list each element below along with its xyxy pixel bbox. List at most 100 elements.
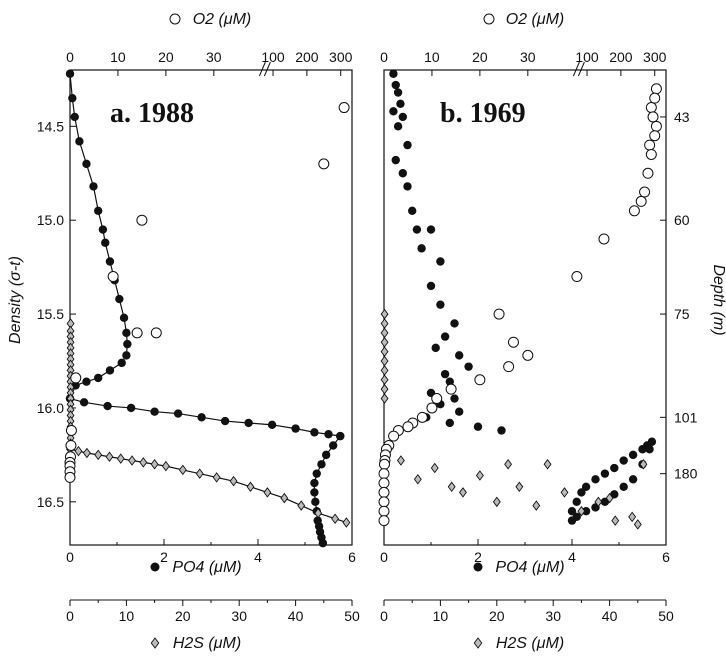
panel-a: a. 1988 Density (σ-t) O2 (μM) PO4 (μM) H… [7,11,353,652]
panel-b-h2s-point [396,455,405,466]
panel-b-o2-point [416,411,428,423]
panel-b-po4-point [389,107,398,116]
panel-b-depth-tick-label: 75 [674,306,690,322]
panel-b-po4-point [398,112,407,122]
panel-b-po4-point [600,469,610,478]
panel-a-h2s-point [139,457,148,468]
panel-a-o2-tick-label: 10 [110,49,126,65]
panel-b-po4-point [450,394,459,403]
panel-b-h2s-point [380,346,389,357]
panel-a-po4-point [105,257,115,266]
panel-b-po4-point [591,475,600,484]
panel-a-po4-tick-label: 6 [348,549,356,565]
panel-b-o2-point [644,139,656,151]
panel-b-o2-tick-label: 300 [643,49,667,65]
panel-a-density-tick-label: 14.5 [37,118,64,134]
panel-b-po4-point [389,69,398,78]
panel-a-h2s-point [342,517,351,528]
panel-a-po4-point [291,424,300,433]
panel-b-depth-tick-label: 180 [674,466,698,482]
panel-a-po4-tick-label: 2 [160,549,168,565]
panel-a-po4-point [321,450,331,460]
panel-b-h2s-point [380,365,389,376]
panel-a-po4-point [94,206,103,216]
panel-a-o2-point [70,372,82,384]
panel-b-axis-break [572,61,580,77]
panel-b-o2-point [402,421,414,433]
panel-b-h2s-point [380,374,389,386]
panel-b-title: b. 1969 [440,98,526,129]
panel-a-po4-point [310,478,319,488]
panel-b-o2-point [649,92,661,104]
panel-a-po4-point [89,182,98,191]
panel-b-h2s-point [459,487,467,498]
panel-b-h2s-tick-label: 20 [489,608,505,624]
panel-a-po4-point [122,328,131,338]
panel-b-h2s-point [633,519,642,530]
panel-b-po4-tick-label: 0 [380,549,388,565]
panel-b-po4-point [464,362,473,371]
panel-a-po4-point [244,418,253,428]
panel-b-o2-point [650,83,662,95]
panel-b-o2-point [378,496,390,508]
panel-b-po4-point [398,169,407,178]
panel-a-h2s-point [74,445,83,457]
panel-a-h2s-point [94,449,103,461]
panel-a-h2s-point [82,447,91,459]
panel-a-po4-point [98,225,108,234]
panel-b-po4-point [455,407,464,416]
panel-a-po4-point [173,409,183,418]
panel-b-o2-point [388,430,400,442]
panel-b-po4-point [396,99,405,108]
panel-b-po4-point [567,516,577,525]
panel-a-po4-point [150,407,159,416]
panel-b-po4-point [431,343,440,353]
panel-a-h2s-point [116,453,125,464]
panel-a-o2-point [150,327,162,339]
panel-a-po4-point [101,238,110,247]
panel-a-po4-point [119,313,129,323]
panel-b-o2-legend-symbol [483,13,495,25]
panel-a-po4-tick-label: 4 [254,549,262,565]
panel-b-h2s-point [380,308,389,320]
panel-a-po4-point [115,294,124,304]
panel-b-po4-point [619,482,628,491]
panel-a-po4-point [79,398,89,407]
panel-a-po4-point [82,159,91,169]
panel-b-po4-point [619,456,628,465]
panel-a-po4-point [123,339,132,349]
panel-a-po4-point [220,416,230,426]
panel-a-o2-point [338,102,350,114]
panel-b-o2-point [598,233,610,245]
panel-a-o2-point [65,439,77,451]
panel-a-h2s-point [212,472,221,483]
panel-b-po4-point [440,369,450,379]
panel-a-o2-point [65,424,77,436]
panel-a-h2s-tick-label: 10 [119,608,135,624]
panel-b-h2s-legend-symbol [473,637,483,649]
panel-b-axis-break [577,61,585,77]
panel-b-po4-point [450,319,459,328]
panel-a-po4-point [318,538,328,548]
panel-b-h2s-point [492,496,501,508]
panel-a-axis-break [263,61,271,77]
panel-b-po4-point [628,475,638,484]
panel-a-po4-point [324,430,333,439]
panel-b-h2s-point [611,515,620,526]
panel-b-po4-point [408,206,417,216]
panel-b-o2-point [639,186,651,198]
panel-a-po4-point [311,497,320,507]
panel-a-po4-point [105,366,115,375]
panel-a-po4-point [117,358,126,368]
panel-b-o2-point [378,505,390,517]
panel-a-h2s-point [178,464,187,476]
panel-b-o2-tick-label: 20 [472,49,488,65]
panel-a-o2-tick-label: 200 [295,49,319,65]
panel-b-po4-legend-symbol [473,562,483,572]
panel-b-po4-point [567,507,577,516]
panel-b-po4-point [393,88,403,97]
panel-b-o2-point [645,102,657,114]
panel-b-bottom-xlabel: PO4 (μM) [495,559,564,576]
panel-b-o2-point [378,486,390,498]
panel-b-o2-point [378,458,390,470]
